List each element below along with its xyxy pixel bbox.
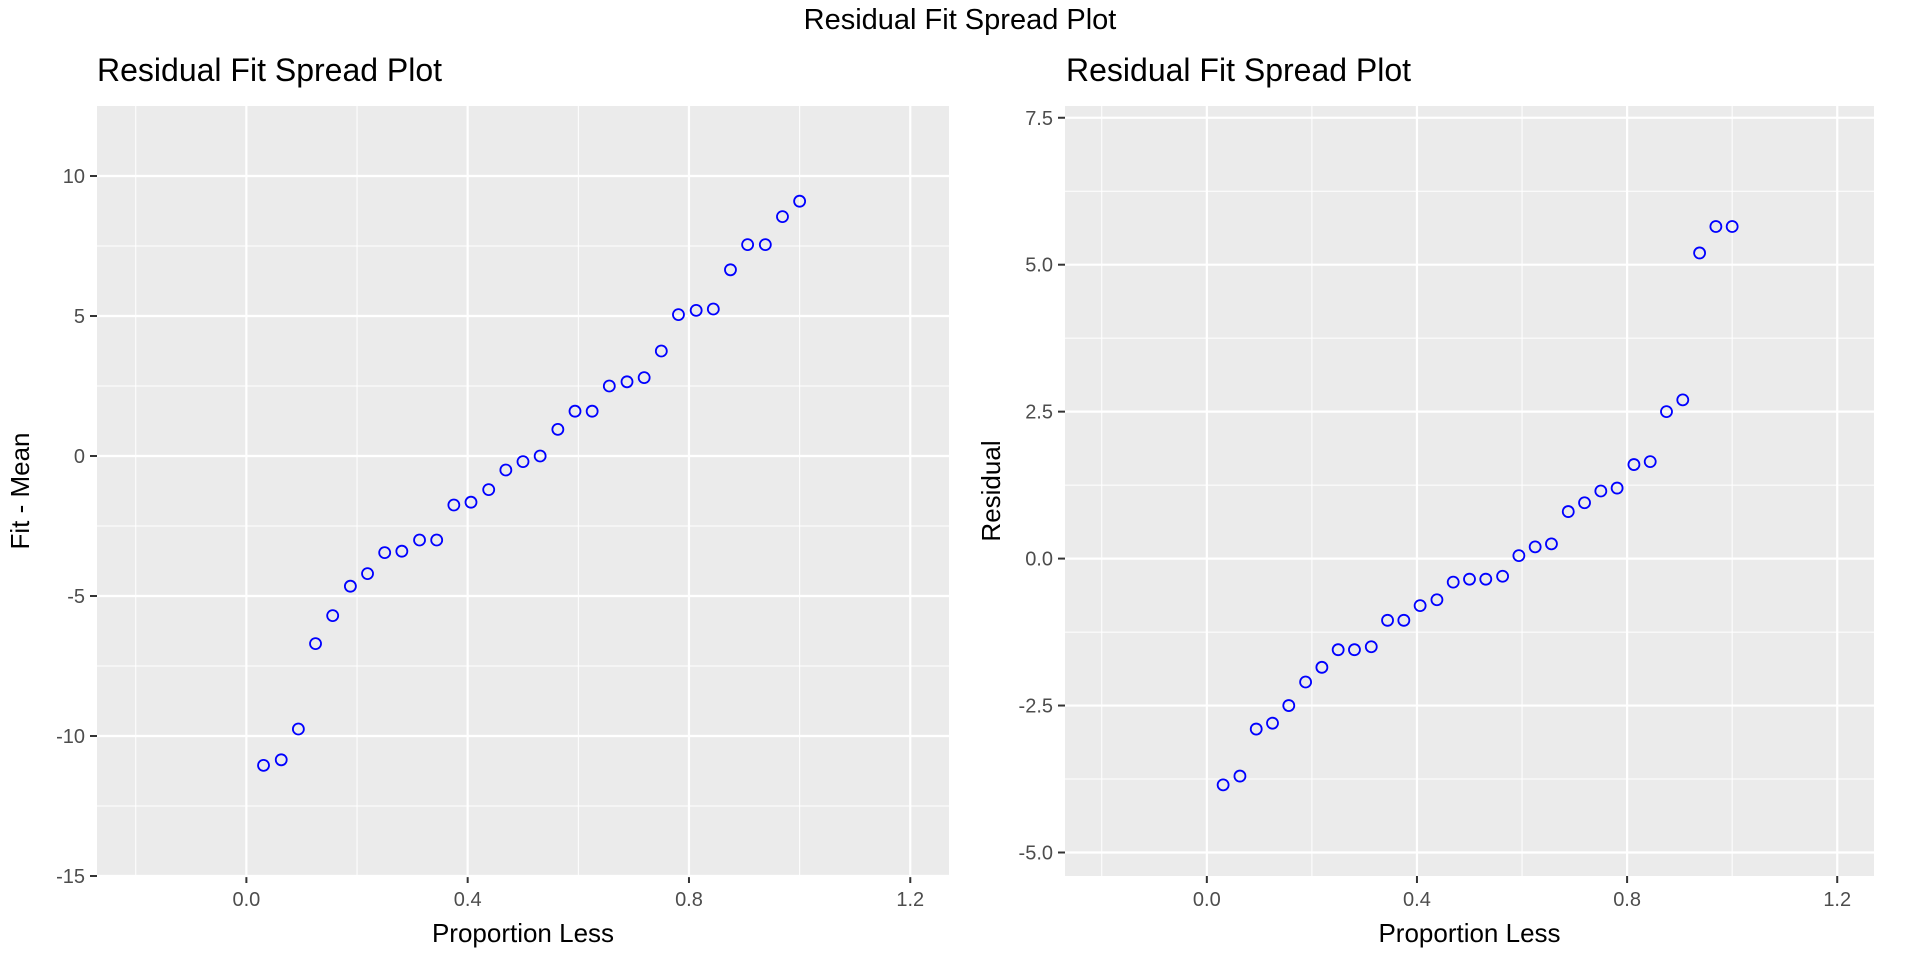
data-point [464,495,478,509]
plot-panel-background [1065,106,1874,876]
data-point [1479,572,1493,586]
data-point [1430,593,1444,607]
data-point [482,483,496,497]
data-point [1463,572,1476,586]
data-point [1528,540,1542,554]
data-point [1299,675,1312,689]
x-tick-label: 0.4 [454,889,482,911]
fit-mean-scatter-chart: 0.0 0.4 0.8 1.2 -15 -10 -5 0 5 10 Residual Fit Spr… [5,52,949,948]
data-point [776,210,789,224]
data-point [637,371,651,385]
data-point [1266,716,1279,730]
data-point [568,404,582,418]
data-point [430,533,444,547]
data-point [1578,496,1591,510]
data-point [1249,722,1263,736]
data-point [1397,613,1411,627]
data-point [533,449,547,463]
y-tick-label: 0.0 [1025,549,1053,571]
y-tick-label: 5.0 [1025,255,1053,277]
plot-panel-background [97,106,949,876]
y-tick-label: -15 [56,866,85,888]
data-point [741,238,755,252]
data-point [378,546,392,559]
data-point [1446,575,1460,589]
y-tick-label: -5.0 [1019,842,1053,864]
x-tick-label: 1.2 [896,889,924,911]
data-point [620,375,634,389]
data-point [447,498,461,512]
data-point [1660,405,1673,419]
data-point [343,579,357,593]
data-point [551,422,565,436]
data-point [724,263,737,277]
data-point [499,463,513,477]
y-tick-label: -5 [67,586,85,608]
left-panel: 0.0 0.4 0.8 1.2 -15 -10 -5 0 5 10 Residual Fit Spr… [0,0,960,960]
y-tick-label: 7.5 [1025,108,1053,130]
data-point [689,303,703,317]
chart-title: Residual Fit Spread Plot [97,52,442,88]
data-point [1348,643,1361,657]
residual-scatter-chart: 0.0 0.4 0.8 1.2 -5.0 -2.5 0.0 2.5 5.0 7.5 Residual… [976,52,1874,948]
data-point [326,609,340,622]
x-axis-label: Proportion Less [432,918,614,948]
figure-suptitle: Residual Fit Spread Plot [803,4,1117,36]
y-axis-label: Fit - Mean [5,432,35,549]
data-point [1331,643,1345,657]
data-point [1709,220,1723,233]
x-tick-label: 0.0 [1193,889,1221,911]
y-tick-label: 2.5 [1025,402,1053,424]
x-tick-label: 0.0 [232,889,260,911]
data-point [602,379,616,393]
data-point [758,238,772,252]
data-point [413,533,426,547]
data-point [1610,481,1624,495]
y-tick-label: 0 [74,446,85,468]
y-tick-label: 5 [74,306,85,328]
data-point [1364,640,1378,654]
data-point [1643,455,1657,469]
data-point [274,753,288,767]
data-point [1381,613,1394,627]
x-tick-label: 1.2 [1823,889,1851,911]
data-point [361,567,374,580]
data-point [1693,246,1706,260]
data-point [1594,484,1608,498]
data-point [1496,569,1509,583]
chart-title: Residual Fit Spread Plot [1066,52,1411,88]
x-tick-label: 0.4 [1403,889,1431,911]
x-axis-label: Proportion Less [1378,918,1560,948]
data-point [1233,769,1247,783]
data-point [516,455,530,469]
data-point [309,637,322,650]
right-panel: 0.0 0.4 0.8 1.2 -5.0 -2.5 0.0 2.5 5.0 7.5 Residual… [960,0,1920,960]
data-point [1216,778,1230,792]
x-tick-label: 0.8 [675,889,703,911]
data-point [291,722,305,736]
data-point [654,344,668,358]
x-tick-label: 0.8 [1613,889,1641,911]
y-axis-label: Residual [976,440,1006,541]
data-point [1315,660,1329,674]
data-point [395,544,409,558]
data-point [1627,458,1641,471]
data-point [1282,699,1296,712]
data-point [1413,599,1427,613]
data-point [257,759,270,772]
data-point [706,302,720,316]
data-point [1512,549,1526,563]
data-point [1561,505,1575,518]
data-point [672,308,685,322]
data-point [1545,537,1558,551]
y-tick-label: -10 [56,726,85,748]
data-point [793,194,807,208]
data-point [585,404,599,418]
y-tick-label: 10 [63,166,85,188]
y-tick-label: -2.5 [1019,696,1053,718]
data-point [1725,220,1739,233]
data-point [1676,393,1690,407]
